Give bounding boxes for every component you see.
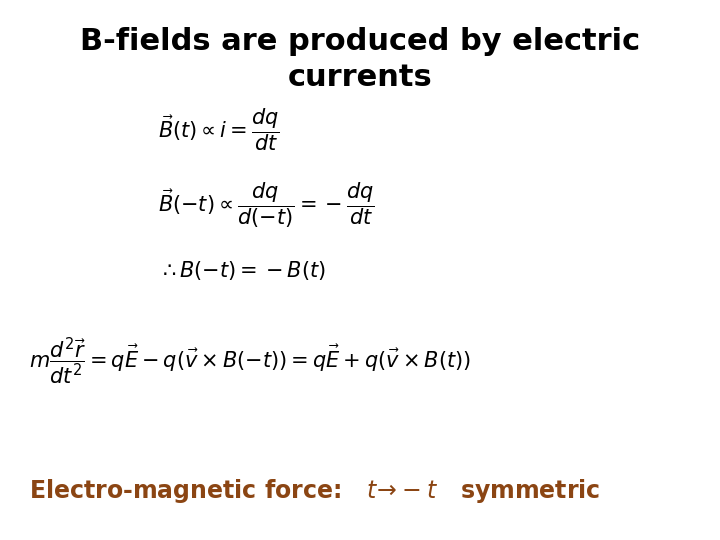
Text: Electro-magnetic force:   $t\!\rightarrow\!-t$   symmetric: Electro-magnetic force: $t\!\rightarrow\… [29, 477, 600, 505]
Text: $m\dfrac{d^2\vec{r}}{dt^2} = q\vec{E} - q(\vec{v} \times B(-t)) = q\vec{E} + q(\: $m\dfrac{d^2\vec{r}}{dt^2} = q\vec{E} - … [29, 336, 471, 388]
Text: $\vec{B}(-t) \propto \dfrac{dq}{d(-t)} = -\dfrac{dq}{dt}$: $\vec{B}(-t) \propto \dfrac{dq}{d(-t)} =… [158, 180, 375, 230]
Text: $\therefore B(-t) = -B(t)$: $\therefore B(-t) = -B(t)$ [158, 259, 326, 281]
Text: $\vec{B}(t) \propto i = \dfrac{dq}{dt}$: $\vec{B}(t) \propto i = \dfrac{dq}{dt}$ [158, 106, 280, 153]
Text: B-fields are produced by electric
currents: B-fields are produced by electric curren… [80, 27, 640, 92]
